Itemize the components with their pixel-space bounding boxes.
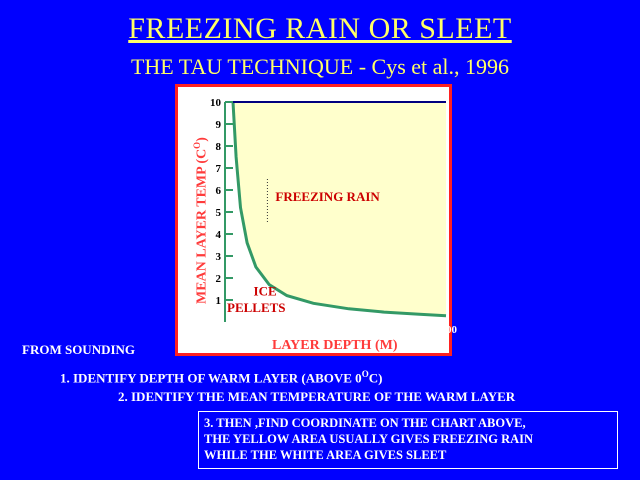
y-tick-label: 7 xyxy=(216,163,222,175)
y-axis-label: MEAN LAYER TEMP (CO) xyxy=(192,137,210,304)
annotation-freezing-rain: FREEZING RAIN xyxy=(275,189,380,204)
step-1-text: 1. IDENTIFY DEPTH OF WARM LAYER (ABOVE 0… xyxy=(60,369,383,386)
x-axis-label: LAYER DEPTH (M) xyxy=(272,338,398,353)
annotation-ice: ICE xyxy=(254,284,277,299)
annotation-pellets: PELLETS xyxy=(227,300,286,315)
freezing-rain-area xyxy=(225,102,446,316)
y-tick-label: 2 xyxy=(216,273,222,285)
x-tick-label: 5000 xyxy=(435,324,458,336)
y-tick-label: 6 xyxy=(216,185,222,197)
step-3-line-2: THE YELLOW AREA USUALLY GIVES FREEZING R… xyxy=(204,432,534,446)
y-tick-label: 3 xyxy=(216,251,222,263)
tau-curve xyxy=(231,101,447,318)
y-tick-label: 8 xyxy=(216,141,222,153)
y-tick-label: 9 xyxy=(216,119,222,131)
x-tick-label: 3000 xyxy=(347,324,370,336)
step-3-box: 3. THEN ,FIND COORDINATE ON THE CHART AB… xyxy=(198,411,618,469)
x-tick-label: 4000 xyxy=(391,324,414,336)
slide-subtitle: THE TAU TECHNIQUE - Cys et al., 1996 xyxy=(130,54,510,79)
y-tick-label: 10 xyxy=(210,97,222,109)
y-tick-label: 4 xyxy=(216,229,222,241)
from-sounding-label: FROM SOUNDING xyxy=(22,342,136,357)
step-2-text: 2. IDENTIFY THE MEAN TEMPERATURE OF THE … xyxy=(118,389,516,404)
slide-title: FREEZING RAIN OR SLEET xyxy=(128,12,512,45)
step-3-line-1: 3. THEN ,FIND COORDINATE ON THE CHART AB… xyxy=(204,416,526,430)
y-tick-label: 5 xyxy=(216,207,222,219)
step-3-line-3: WHILE THE WHITE AREA GIVES SLEET xyxy=(204,448,447,462)
y-tick-label: 1 xyxy=(216,295,222,307)
x-tick-label: 1000 xyxy=(258,324,281,336)
x-tick-label: 2000 xyxy=(302,324,325,336)
